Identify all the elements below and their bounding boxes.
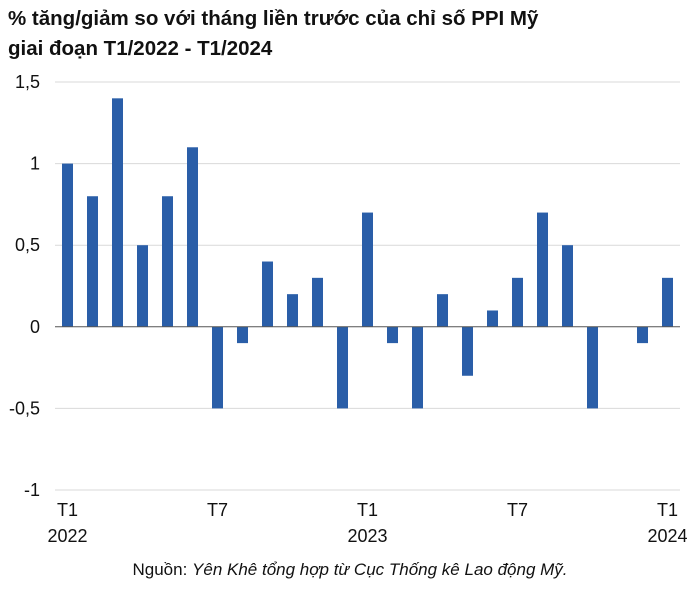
x-tick-label: 2023 <box>347 526 387 546</box>
chart-title-line-2: giai đoạn T1/2022 - T1/2024 <box>8 37 273 60</box>
y-tick-label: 1 <box>30 154 40 174</box>
x-tick-label: T1 <box>357 500 378 520</box>
bar <box>362 212 373 327</box>
y-tick-label: -0,5 <box>9 398 40 418</box>
bar <box>537 212 548 327</box>
x-tick-label: T1 <box>657 500 678 520</box>
bar <box>187 147 198 327</box>
bar <box>487 310 498 327</box>
y-tick-label: 0,5 <box>15 235 40 255</box>
x-tick-label: T7 <box>207 500 228 520</box>
y-tick-label: 0 <box>30 317 40 337</box>
bar <box>287 294 298 327</box>
chart-title-line-1: % tăng/giảm so với tháng liền trước của … <box>8 7 539 30</box>
bar <box>62 163 73 327</box>
bar <box>437 294 448 327</box>
source-text: Yên Khê tổng hợp từ Cục Thống kê Lao độn… <box>192 560 568 579</box>
x-tick-label: T1 <box>57 500 78 520</box>
bar <box>662 277 673 327</box>
bar <box>212 326 223 409</box>
bar <box>637 326 648 344</box>
bar <box>462 326 473 376</box>
bar <box>587 326 598 409</box>
source-note: Nguồn: Yên Khê tổng hợp từ Cục Thống kê … <box>0 560 700 580</box>
bar <box>112 98 123 327</box>
source-label: Nguồn: <box>132 560 193 579</box>
x-tick-label: T7 <box>507 500 528 520</box>
bar <box>412 326 423 409</box>
bar <box>387 326 398 344</box>
bar <box>312 277 323 327</box>
bars <box>62 98 673 409</box>
bar <box>262 261 273 327</box>
bar <box>87 196 98 327</box>
chart-title: % tăng/giảm so với tháng liền trước của … <box>8 4 688 64</box>
y-tick-label: -1 <box>24 480 40 500</box>
x-axis-labels: T1 2022 T7 T1 2023 T7 T1 2024 <box>47 500 687 546</box>
bar <box>337 326 348 409</box>
x-tick-label: 2022 <box>47 526 87 546</box>
y-axis-labels: -1 -0,5 0 0,5 1 1,5 <box>9 72 40 500</box>
x-tick-label: 2024 <box>647 526 687 546</box>
y-tick-label: 1,5 <box>15 72 40 92</box>
bar <box>137 245 148 327</box>
bar <box>512 277 523 327</box>
bar <box>562 245 573 327</box>
bar <box>162 196 173 327</box>
bar <box>237 326 248 344</box>
